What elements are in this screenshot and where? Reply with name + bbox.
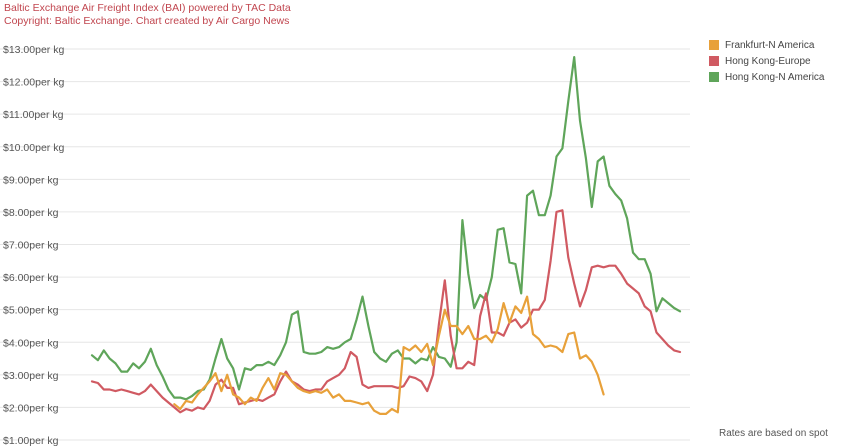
legend-label: Hong Kong-Europe bbox=[725, 55, 811, 67]
legend-item-hong-kong-n-america: Hong Kong-N America bbox=[709, 69, 825, 85]
legend-label: Hong Kong-N America bbox=[725, 71, 825, 83]
grid-lines bbox=[0, 48, 690, 441]
chart-copyright: Copyright: Baltic Exchange. Chart create… bbox=[4, 15, 290, 27]
footnote: Rates are based on spot bbox=[719, 428, 828, 439]
y-tick-label: $7.00per kg bbox=[3, 240, 59, 252]
y-tick-label: $8.00per kg bbox=[3, 207, 59, 219]
line-chart: $1.00per kg $2.00per kg $3.00per kg $4.00pe… bbox=[0, 44, 690, 446]
chart-source-title: Baltic Exchange Air Freight Index (BAI) … bbox=[4, 2, 291, 14]
legend-item-frankfurt-n-america: Frankfurt-N America bbox=[709, 37, 825, 53]
legend-label: Frankfurt-N America bbox=[725, 39, 815, 51]
series-line-frankfurt-n-america bbox=[173, 295, 605, 415]
legend-swatch-hong-kong-europe bbox=[709, 56, 719, 66]
y-tick-label: $10.00per kg bbox=[3, 142, 64, 154]
y-tick-label: $9.00per kg bbox=[3, 174, 59, 186]
y-tick-label: $13.00per kg bbox=[3, 44, 64, 56]
y-tick-label: $3.00per kg bbox=[3, 370, 59, 382]
y-tick-label: $6.00per kg bbox=[3, 272, 59, 284]
series-lines bbox=[90, 55, 682, 415]
legend-swatch-hong-kong-n-america bbox=[709, 72, 719, 82]
y-axis-tick-labels: $1.00per kg $2.00per kg $3.00per kg $4.00pe… bbox=[3, 44, 64, 446]
y-tick-label: $12.00per kg bbox=[3, 77, 64, 89]
y-tick-label: $2.00per kg bbox=[3, 402, 59, 414]
y-tick-label: $11.00per kg bbox=[3, 109, 64, 121]
series-line-hong-kong-n-america bbox=[90, 55, 682, 401]
y-tick-label: $1.00per kg bbox=[3, 435, 59, 446]
chart-header: Baltic Exchange Air Freight Index (BAI) … bbox=[4, 2, 291, 28]
legend-item-hong-kong-europe: Hong Kong-Europe bbox=[709, 53, 825, 69]
series-line-hong-kong-europe bbox=[90, 209, 682, 414]
y-tick-label: $4.00per kg bbox=[3, 337, 59, 349]
y-tick-label: $5.00per kg bbox=[3, 305, 59, 317]
legend: Frankfurt-N America Hong Kong-Europe Hon… bbox=[709, 37, 825, 85]
legend-swatch-frankfurt-n-america bbox=[709, 40, 719, 50]
